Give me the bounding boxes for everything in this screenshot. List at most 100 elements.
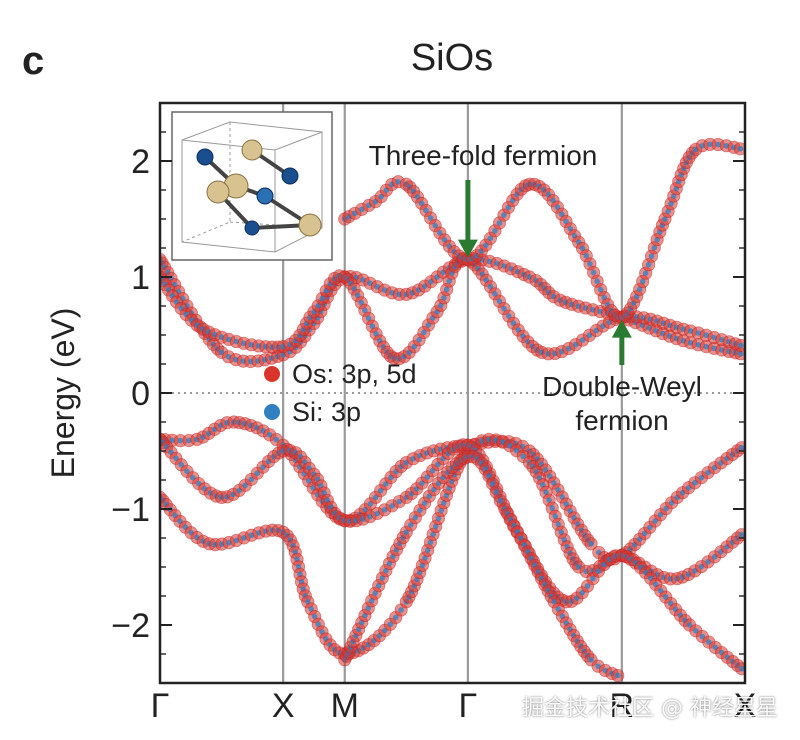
band-3 [338, 137, 745, 325]
si-marker [645, 261, 652, 268]
double-weyl-label: Double-Weyl [542, 371, 702, 402]
legend-label: Os: 3p, 5d [292, 359, 417, 389]
si-marker [427, 539, 434, 546]
band-2 [160, 252, 745, 366]
si-marker [737, 145, 744, 152]
si-marker [178, 461, 185, 468]
si-marker [597, 286, 604, 293]
si-marker [594, 278, 600, 284]
si-marker [486, 473, 492, 479]
si-marker [273, 436, 280, 443]
si-marker [614, 672, 621, 679]
si-marker [579, 589, 586, 596]
si-marker [395, 178, 401, 185]
si-marker [590, 575, 596, 582]
si-marker [543, 489, 549, 496]
band-6 [160, 432, 745, 676]
band-7 [338, 450, 625, 683]
si-marker [639, 278, 646, 285]
si-marker [362, 307, 368, 314]
si-marker [648, 253, 655, 259]
plot-area [160, 103, 745, 683]
si-marker [588, 657, 594, 663]
x-tick-label: X [272, 687, 295, 725]
si-marker [715, 141, 721, 148]
si-marker [493, 489, 500, 496]
si-marker [412, 514, 419, 521]
si-marker [398, 607, 404, 613]
y-tick-label: 1 [131, 259, 150, 297]
si-marker [738, 444, 745, 451]
x-tick-label: Γ [459, 687, 478, 725]
legend: Os: 3p, 5d Si: 3p [264, 359, 417, 427]
si-marker [738, 351, 744, 357]
y-tick-label: 0 [131, 375, 150, 413]
si-marker [505, 313, 512, 319]
si-marker [432, 523, 439, 530]
chart-title: SiOs [411, 37, 493, 79]
y-axis-label: Energy (eV) [45, 308, 81, 479]
si-marker [551, 599, 557, 605]
si-marker [358, 299, 365, 306]
si-marker [369, 323, 376, 330]
si-marker [496, 220, 503, 226]
si-marker [513, 447, 520, 454]
si-marker [501, 212, 507, 218]
panel-label: c [22, 39, 44, 83]
si-marker [416, 337, 422, 343]
si-marker [707, 141, 713, 148]
si-marker [421, 329, 427, 336]
si-marker [738, 665, 745, 672]
si-marker [587, 261, 593, 267]
si-marker [642, 270, 649, 276]
si-marker [407, 522, 414, 528]
si-marker [443, 286, 450, 293]
si-marker [520, 453, 526, 460]
y-tick-label: 2 [131, 143, 150, 181]
si-marker [435, 515, 442, 522]
inset-frame [171, 111, 333, 261]
si-marker [588, 541, 594, 547]
si-marker [487, 235, 494, 242]
si-marker [595, 568, 602, 574]
crystal-structure-inset [171, 111, 333, 261]
si-marker [177, 437, 184, 444]
si-marker [430, 531, 436, 538]
si-marker [555, 521, 562, 528]
si-marker [693, 627, 699, 634]
si-marker [169, 437, 175, 444]
si-marker [583, 252, 590, 259]
si-marker [489, 481, 496, 487]
si-marker [311, 613, 318, 620]
si-marker [546, 497, 552, 503]
si-marker [423, 207, 429, 214]
x-tick-label: Γ [151, 687, 170, 725]
si-marker [699, 633, 706, 640]
si-marker [738, 531, 745, 538]
si-marker [387, 621, 394, 628]
si-marker [497, 497, 504, 504]
si-marker [319, 295, 326, 302]
x-tick-label: M [331, 687, 359, 725]
si-marker [501, 305, 507, 312]
si-marker [392, 614, 399, 621]
si-marker [636, 286, 643, 293]
si-marker [417, 507, 423, 514]
si-marker [552, 513, 559, 520]
si-marker [584, 583, 591, 589]
x-tick-label: X [734, 687, 757, 725]
si-marker [496, 298, 503, 304]
y-tick-label: −2 [111, 607, 150, 645]
si-marker [549, 505, 556, 511]
si-marker [492, 228, 498, 234]
legend-marker [264, 366, 280, 382]
three-fold-arrowhead [457, 239, 478, 258]
double-weyl-label: fermion [575, 405, 668, 436]
legend-label: Si: 3p [292, 397, 361, 427]
si-marker [575, 564, 582, 570]
si-marker [492, 291, 498, 297]
si-marker [184, 468, 190, 475]
